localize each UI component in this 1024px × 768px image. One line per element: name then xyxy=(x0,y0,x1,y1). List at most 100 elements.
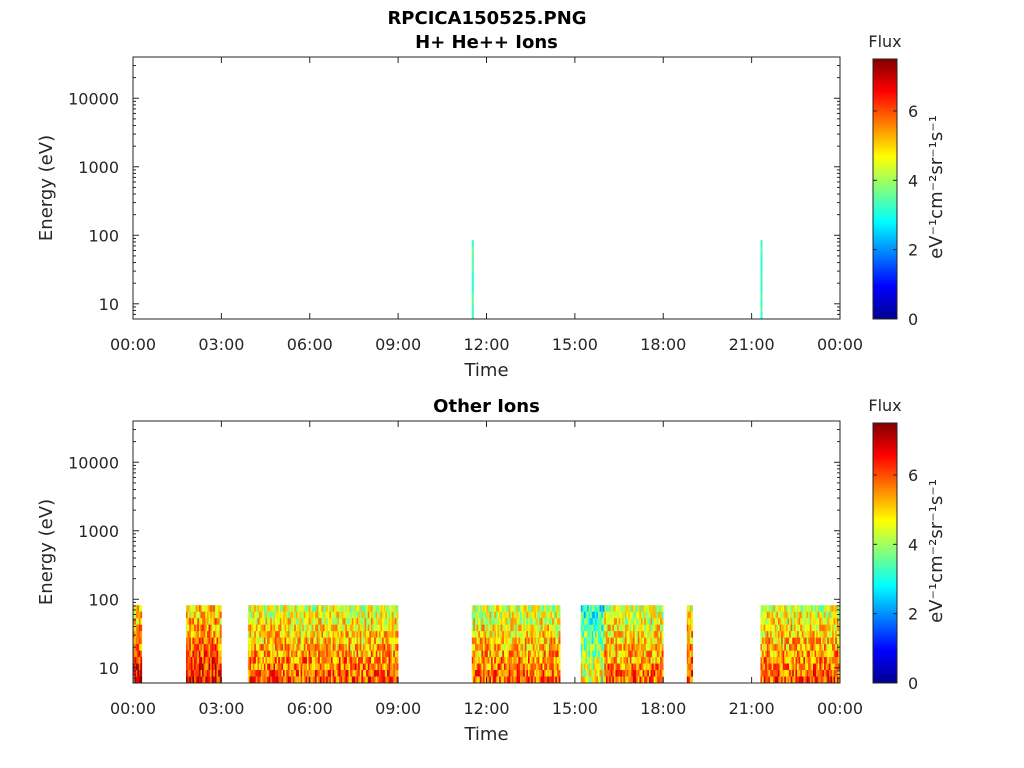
flux-cell xyxy=(621,663,624,671)
flux-cell xyxy=(774,670,777,677)
flux-cell xyxy=(292,657,295,664)
colorbar-title: Flux xyxy=(868,32,901,51)
flux-cell xyxy=(286,637,289,645)
flux-cell xyxy=(257,631,260,639)
flux-cell xyxy=(327,618,330,626)
flux-cell xyxy=(210,624,213,632)
flux-cell xyxy=(631,657,634,664)
flux-cell xyxy=(585,663,588,671)
flux-cell xyxy=(351,605,354,613)
flux-cell xyxy=(770,650,772,658)
flux-cell xyxy=(552,605,555,613)
flux-cell xyxy=(523,676,526,684)
flux-cell xyxy=(497,618,500,626)
flux-cell xyxy=(380,624,383,632)
flux-cell xyxy=(332,676,335,684)
flux-cell xyxy=(779,650,782,658)
flux-cell xyxy=(537,611,540,619)
flux-cell xyxy=(808,624,811,632)
flux-cell xyxy=(645,611,648,619)
flux-cell xyxy=(254,663,257,671)
flux-cell xyxy=(822,631,825,639)
flux-cell xyxy=(203,663,206,671)
flux-cell xyxy=(214,624,217,632)
flux-cell xyxy=(793,670,796,677)
flux-cell xyxy=(327,631,330,639)
flux-cell xyxy=(776,676,779,684)
flux-cell xyxy=(617,676,619,684)
flux-cell xyxy=(605,650,608,658)
flux-cell xyxy=(594,670,597,677)
flux-cell xyxy=(335,611,338,619)
flux-cell xyxy=(838,611,841,619)
flux-cell xyxy=(812,670,815,677)
flux-cell xyxy=(494,624,497,632)
flux-cell xyxy=(790,624,793,632)
flux-cell xyxy=(492,624,495,632)
flux-cell xyxy=(135,676,138,684)
flux-cell xyxy=(270,663,273,671)
flux-cell xyxy=(137,650,140,658)
flux-cell xyxy=(386,663,389,671)
flux-cell xyxy=(385,663,388,671)
flux-cell xyxy=(828,644,831,651)
flux-cell xyxy=(613,618,616,626)
flux-cell xyxy=(319,605,322,613)
flux-cell xyxy=(374,631,377,639)
flux-cell xyxy=(798,644,801,651)
flux-cell xyxy=(140,676,143,684)
colorbar-tick-label: 0 xyxy=(908,310,918,329)
flux-cell xyxy=(497,644,500,651)
flux-cell xyxy=(503,637,506,645)
flux-cell xyxy=(491,605,493,613)
flux-cell xyxy=(316,637,319,645)
flux-cell xyxy=(545,650,548,658)
flux-cell xyxy=(487,644,490,651)
flux-cell xyxy=(337,657,340,664)
flux-cell xyxy=(650,676,653,684)
flux-cell xyxy=(311,624,314,632)
flux-cell xyxy=(628,670,631,677)
flux-cell xyxy=(394,644,397,651)
flux-cell xyxy=(297,663,300,671)
flux-cell xyxy=(338,676,341,684)
flux-cell xyxy=(186,605,188,613)
flux-cell xyxy=(583,676,586,684)
flux-cell xyxy=(806,650,809,658)
flux-cell xyxy=(507,650,510,658)
flux-cell xyxy=(773,676,776,684)
flux-cell xyxy=(781,605,784,613)
flux-cell xyxy=(354,650,357,658)
flux-cell xyxy=(555,650,558,658)
flux-cell xyxy=(583,631,586,639)
colorbar-tick-label: 2 xyxy=(908,241,918,260)
flux-cell xyxy=(375,618,378,626)
flux-cell xyxy=(653,637,656,645)
flux-cell xyxy=(545,670,548,677)
flux-cell xyxy=(276,650,279,658)
flux-cell xyxy=(610,644,613,651)
flux-cell xyxy=(550,676,553,684)
flux-cell xyxy=(302,631,305,639)
flux-cell xyxy=(388,631,391,639)
flux-cell xyxy=(838,657,841,664)
flux-cell xyxy=(213,631,216,639)
flux-cell xyxy=(553,663,556,671)
flux-cell xyxy=(478,644,481,651)
flux-cell xyxy=(200,618,203,626)
flux-cell xyxy=(356,624,359,632)
flux-cell xyxy=(691,611,694,619)
flux-cell xyxy=(760,312,763,320)
flux-cell xyxy=(249,670,252,677)
flux-cell xyxy=(487,676,490,684)
flux-cell xyxy=(348,605,351,613)
flux-cell xyxy=(308,611,311,619)
flux-cell xyxy=(494,663,497,671)
flux-cell xyxy=(270,605,273,613)
flux-cell xyxy=(585,670,588,677)
flux-cell xyxy=(629,663,632,671)
flux-cell xyxy=(529,618,532,626)
flux-cell xyxy=(615,650,618,658)
flux-cell xyxy=(644,611,647,619)
flux-cell xyxy=(307,657,309,664)
